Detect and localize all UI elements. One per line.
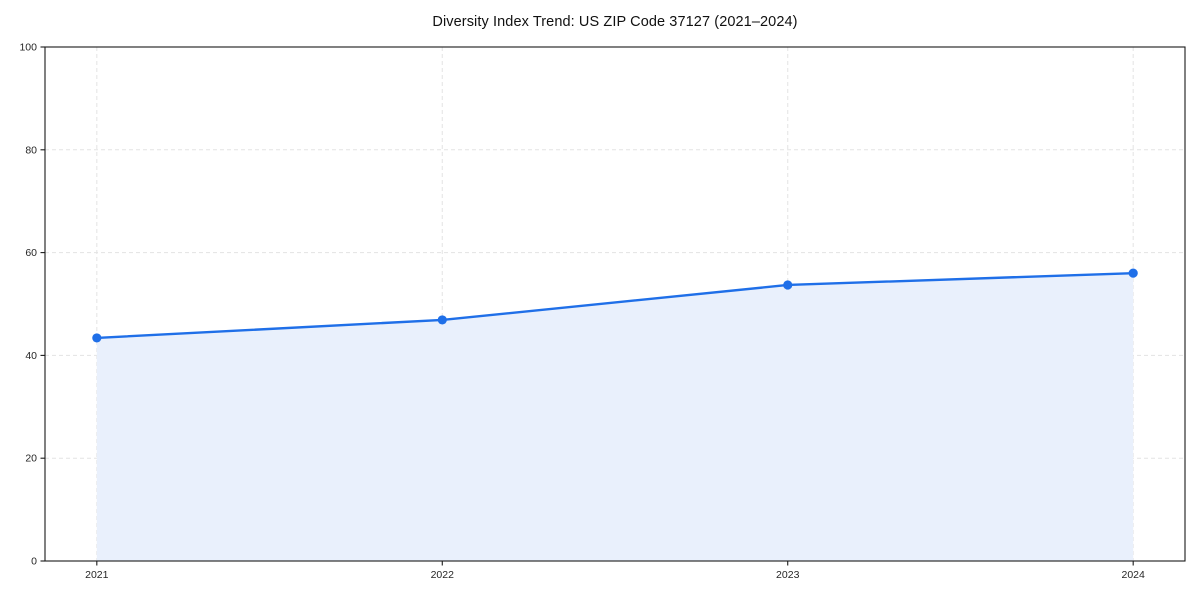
y-tick-label: 80 (25, 144, 37, 156)
x-tick-label: 2023 (776, 569, 800, 581)
y-tick-label: 40 (25, 350, 37, 362)
data-point-2023 (783, 280, 793, 290)
data-point-2024 (1128, 268, 1138, 278)
x-axis: 2021 2022 2023 2024 (85, 561, 1145, 581)
y-tick-label: 20 (25, 453, 37, 465)
data-points (92, 268, 1138, 343)
y-tick-label: 100 (19, 42, 37, 54)
area-fill (96, 273, 1134, 561)
y-tick-label: 0 (31, 556, 37, 568)
y-tick-label: 60 (25, 247, 37, 259)
x-tick-label: 2024 (1122, 569, 1146, 581)
trend-line (95, 271, 1135, 340)
x-tick-label: 2022 (431, 569, 455, 581)
chart-title: Diversity Index Trend: US ZIP Code 37127… (432, 14, 798, 30)
y-axis: 0 20 40 60 80 100 (19, 42, 45, 568)
plot-border (44, 46, 1186, 562)
data-point-2021 (92, 333, 102, 343)
x-tick-label: 2021 (85, 569, 109, 581)
data-point-2022 (437, 315, 447, 325)
